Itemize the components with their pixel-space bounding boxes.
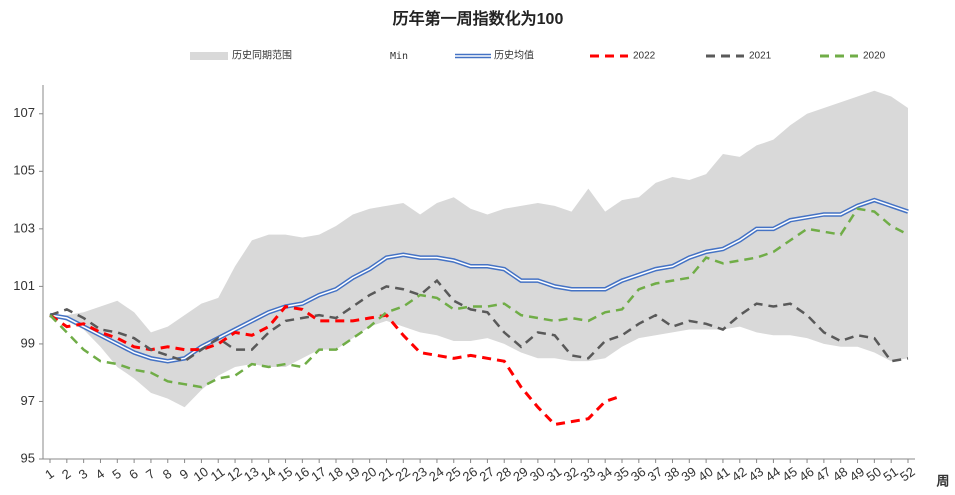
x-tick-label: 25 — [443, 464, 463, 485]
x-tick-label: 22 — [392, 464, 412, 485]
x-tick-label: 40 — [695, 464, 715, 485]
x-tick-label: 24 — [426, 464, 446, 485]
x-tick-label: 42 — [729, 464, 749, 485]
x-tick-label: 10 — [191, 464, 211, 485]
x-tick-label: 44 — [763, 464, 783, 485]
legend-label: 2020 — [863, 51, 886, 62]
x-axis-label: 周 — [936, 473, 949, 488]
x-tick-label: 28 — [493, 464, 513, 485]
x-tick-label: 29 — [510, 464, 530, 485]
x-tick-label: 46 — [796, 464, 816, 485]
x-tick-label: 49 — [847, 464, 867, 485]
legend-label: 2022 — [633, 51, 656, 62]
x-tick-label: 38 — [662, 464, 682, 485]
legend-swatch — [190, 52, 228, 60]
x-tick-label: 37 — [645, 464, 665, 485]
x-tick-label: 41 — [712, 464, 732, 485]
x-tick-label: 23 — [409, 464, 429, 485]
x-tick-label: 52 — [897, 464, 917, 485]
x-tick-label: 33 — [578, 464, 598, 485]
x-tick-label: 27 — [477, 464, 497, 485]
series-line-inner — [49, 199, 909, 362]
x-tick-label: 50 — [864, 464, 884, 485]
x-tick-label: 18 — [325, 464, 345, 485]
x-tick-label: 32 — [561, 464, 581, 485]
x-tick-label: 31 — [544, 464, 564, 485]
x-tick-label: 15 — [275, 464, 295, 485]
x-tick-label: 1 — [42, 466, 57, 482]
x-tick-label: 35 — [611, 464, 631, 485]
x-tick-label: 45 — [779, 464, 799, 485]
chart-title: 历年第一周指数化为100 — [393, 9, 564, 28]
y-tick-label: 97 — [21, 393, 35, 408]
legend-label: 历史均值 — [494, 49, 534, 62]
x-tick-label: 21 — [376, 464, 396, 485]
x-tick-label: 39 — [678, 464, 698, 485]
series-line — [49, 207, 909, 389]
x-tick-label: 36 — [628, 464, 648, 485]
x-tick-label: 26 — [460, 464, 480, 485]
y-tick-label: 105 — [13, 163, 35, 178]
x-tick-label: 4 — [93, 466, 108, 482]
x-tick-label: 19 — [342, 464, 362, 485]
y-tick-label: 107 — [13, 105, 35, 120]
x-tick-label: 3 — [76, 466, 91, 482]
x-tick-label: 20 — [359, 464, 379, 485]
series-line — [49, 304, 623, 427]
x-tick-label: 47 — [813, 464, 833, 485]
x-tick-label: 16 — [292, 464, 312, 485]
series-line — [49, 278, 909, 363]
y-tick-label: 101 — [13, 278, 35, 293]
x-tick-label: 30 — [527, 464, 547, 485]
y-tick-label: 95 — [21, 450, 35, 465]
x-tick-label: 2 — [59, 466, 74, 482]
y-tick-label: 103 — [13, 220, 35, 235]
legend-label: Min — [390, 51, 408, 62]
x-tick-label: 34 — [594, 464, 614, 485]
x-tick-label: 7 — [143, 466, 158, 482]
x-tick-label: 14 — [258, 464, 278, 485]
x-tick-label: 8 — [160, 466, 175, 482]
legend-label: 2021 — [749, 51, 772, 62]
x-tick-label: 9 — [177, 466, 192, 482]
x-tick-label: 6 — [126, 466, 141, 482]
x-tick-label: 48 — [830, 464, 850, 485]
x-tick-label: 51 — [880, 464, 900, 485]
x-tick-label: 43 — [746, 464, 766, 485]
y-tick-label: 99 — [21, 335, 35, 350]
legend-label: 历史同期范围 — [232, 49, 292, 62]
x-tick-label: 13 — [241, 464, 261, 485]
x-tick-label: 17 — [308, 464, 328, 485]
x-tick-label: 5 — [109, 466, 124, 482]
x-tick-label: 12 — [224, 464, 244, 485]
